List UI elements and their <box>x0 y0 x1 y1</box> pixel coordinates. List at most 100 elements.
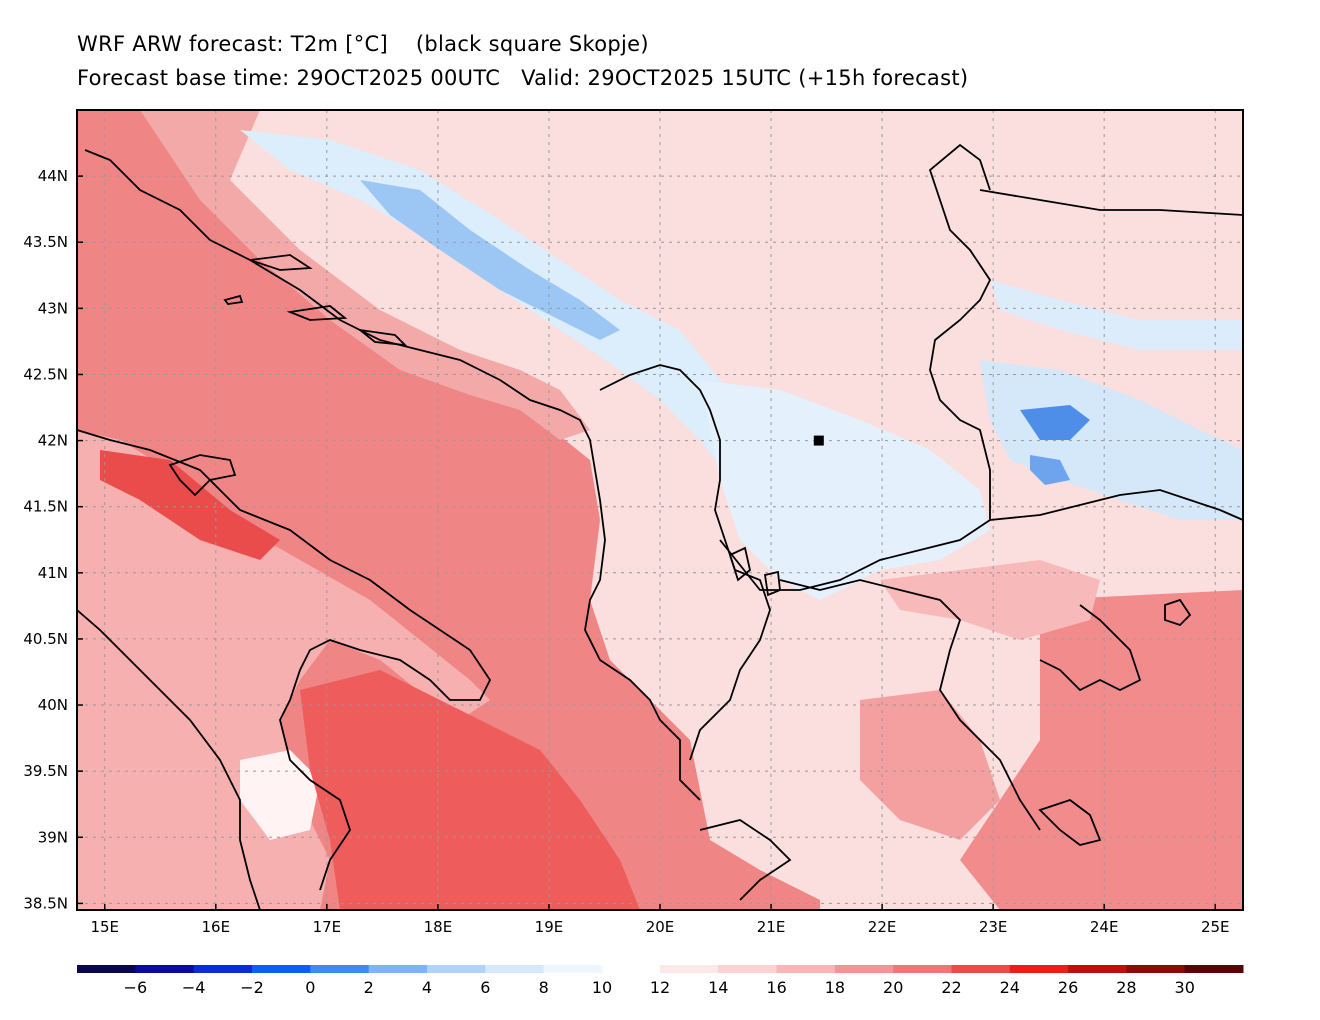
prespa-lake <box>763 570 781 597</box>
lon-tick-label: 22E <box>868 918 897 936</box>
colorbar-label: 24 <box>1000 978 1020 997</box>
colorbar-label: 0 <box>305 978 315 997</box>
croatian-island-1 <box>249 254 313 271</box>
pirin-cold-core <box>1030 455 1070 485</box>
coastlines-borders <box>77 143 1243 910</box>
chart-title-line1: WRF ARW forecast: T2m [°C] (black square… <box>77 32 649 56</box>
colorbar-label: 8 <box>539 978 549 997</box>
latitude-labels: 44N 43.5N 43N 42.5N 42N 41.5N 41N 40.5N 40N 39.5N… <box>23 167 83 912</box>
aegean-warm-field <box>960 590 1243 910</box>
lon-tick-label: 19E <box>535 918 564 936</box>
lat-tick-label: 39N <box>38 828 68 846</box>
italy-hot-spot <box>100 450 280 560</box>
gargano-outline <box>168 454 237 497</box>
graticule <box>77 110 1243 910</box>
thessaly-warm-field <box>860 690 1000 840</box>
colorbar-swatch <box>485 965 545 973</box>
lat-tick-label: 40N <box>38 696 68 714</box>
ohrid-lake <box>728 546 751 582</box>
lat-tick-label: 42N <box>38 432 68 450</box>
croatian-island-4 <box>356 328 408 347</box>
albania-greece-border <box>599 364 771 761</box>
lon-tick-label: 20E <box>646 918 675 936</box>
lon-tick-label: 16E <box>202 918 231 936</box>
lat-tick-label: 42.5N <box>23 365 68 383</box>
lat-tick-label: 41.5N <box>23 498 68 516</box>
bulgaria-north-cold <box>990 280 1243 350</box>
colorbar-swatch <box>193 965 253 973</box>
lat-tick-label: 41N <box>38 564 68 582</box>
lon-tick-label: 24E <box>1090 918 1119 936</box>
italy-land-field <box>77 430 490 910</box>
colorbar-swatch <box>893 965 952 973</box>
lon-tick-label: 21E <box>757 918 786 936</box>
colorbar-swatch <box>776 965 836 973</box>
rila-cold-core <box>1020 405 1090 440</box>
colorbar-label: 14 <box>708 978 728 997</box>
bulgaria-cold-field <box>980 360 1243 520</box>
colorbar-swatch <box>834 965 894 973</box>
colorbar: −6 −4 −2 0 2 4 6 8 10 12 14 16 18 20 22 24 26 28 30 <box>77 965 1244 997</box>
colorbar-label: 20 <box>883 978 903 997</box>
colorbar-swatch <box>1009 965 1069 973</box>
colorbar-label: 18 <box>825 978 845 997</box>
longitude-labels: 15E 16E 17E 18E 19E 20E 21E 22E 23E 24E 25E <box>90 904 1230 936</box>
colorbar-swatch <box>135 965 195 973</box>
lon-tick-label: 23E <box>979 918 1008 936</box>
lon-tick-label: 25E <box>1201 918 1230 936</box>
croatian-island-3 <box>286 305 348 321</box>
colorbar-swatch <box>543 965 603 973</box>
lon-tick-label: 15E <box>90 918 119 936</box>
colorbar-label: 4 <box>422 978 432 997</box>
lat-tick-label: 43.5N <box>23 233 68 251</box>
colorbar-label: 10 <box>592 978 612 997</box>
bulgaria-greece-border <box>989 489 1243 521</box>
colorbar-swatch <box>310 965 370 973</box>
thasos-outline <box>1164 598 1192 627</box>
colorbar-label: −4 <box>182 978 206 997</box>
colorbar-swatch <box>252 965 311 973</box>
colorbar-label: −6 <box>124 978 148 997</box>
italy-cool-spot <box>240 750 320 840</box>
italy-west-coast <box>77 609 261 910</box>
colorbar-swatch <box>660 965 719 973</box>
colorbar-label: 22 <box>941 978 961 997</box>
dinaric-cold-core <box>360 180 620 340</box>
chart-title-line2: Forecast base time: 29OCT2025 00UTC Vali… <box>77 66 969 90</box>
lat-tick-label: 43N <box>38 299 68 317</box>
lat-tick-label: 39.5N <box>23 762 68 780</box>
colorbar-swatch <box>1068 965 1127 973</box>
italy-east-coast <box>77 429 492 891</box>
colorbar-swatch <box>718 965 778 973</box>
colorbar-swatch <box>368 965 428 973</box>
lon-tick-label: 17E <box>313 918 342 936</box>
skopje-marker <box>813 435 824 446</box>
lat-tick-label: 38.5N <box>23 894 68 912</box>
colorbar-swatch <box>77 965 136 973</box>
macedonia-border <box>719 143 992 591</box>
colorbar-label: −2 <box>240 978 264 997</box>
colorbar-label: 16 <box>766 978 786 997</box>
colorbar-swatch <box>427 965 486 973</box>
croatian-island-2 <box>223 294 244 305</box>
peloponnese-coast <box>699 819 792 901</box>
adriatic-nearshore <box>140 110 590 440</box>
croatia-coast <box>84 149 701 801</box>
bulgaria-north-border <box>979 189 1243 216</box>
euboea-outline <box>1038 798 1102 846</box>
colorbar-swatch <box>951 965 1011 973</box>
colorbar-label: 2 <box>364 978 374 997</box>
colorbar-label: 6 <box>480 978 490 997</box>
ionian-warm-field <box>300 670 640 910</box>
colorbar-label: 30 <box>1175 978 1195 997</box>
colorbar-label: 28 <box>1116 978 1136 997</box>
lat-tick-label: 44N <box>38 167 68 185</box>
colorbar-label: 26 <box>1058 978 1078 997</box>
chalkidiki-outline <box>1039 604 1142 692</box>
lon-tick-label: 18E <box>424 918 453 936</box>
north-greece-warm <box>880 560 1100 640</box>
greece-north-coast <box>779 579 1041 831</box>
macedonia-cold-field <box>700 380 990 600</box>
dinaric-cold-field <box>240 130 830 520</box>
